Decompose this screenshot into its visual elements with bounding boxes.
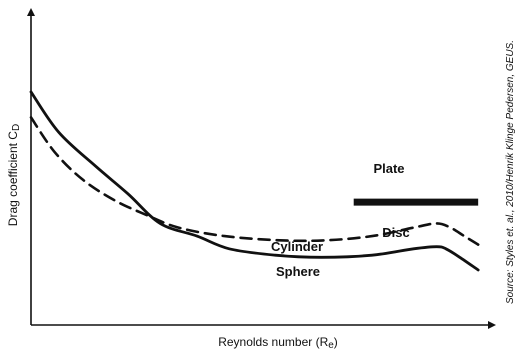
y-axis-label: Drag coefficient CD [6, 124, 22, 226]
series-layer [29, 90, 480, 272]
label-sphere: Sphere [276, 264, 320, 279]
series-disc-line [29, 116, 480, 246]
label-plate: Plate [373, 161, 404, 176]
series-sphere-line [29, 90, 480, 272]
y-axis-label-sub: D [11, 124, 22, 131]
x-axis-label: Reynolds number (Re) [218, 335, 338, 351]
x-axis-label-sub: e [328, 340, 334, 351]
label-disc: Disc [382, 225, 409, 240]
label-cylinder: Cylinder [271, 239, 323, 254]
source-note: Source: Styles et. al., 2010/Henrik Klin… [505, 40, 516, 304]
